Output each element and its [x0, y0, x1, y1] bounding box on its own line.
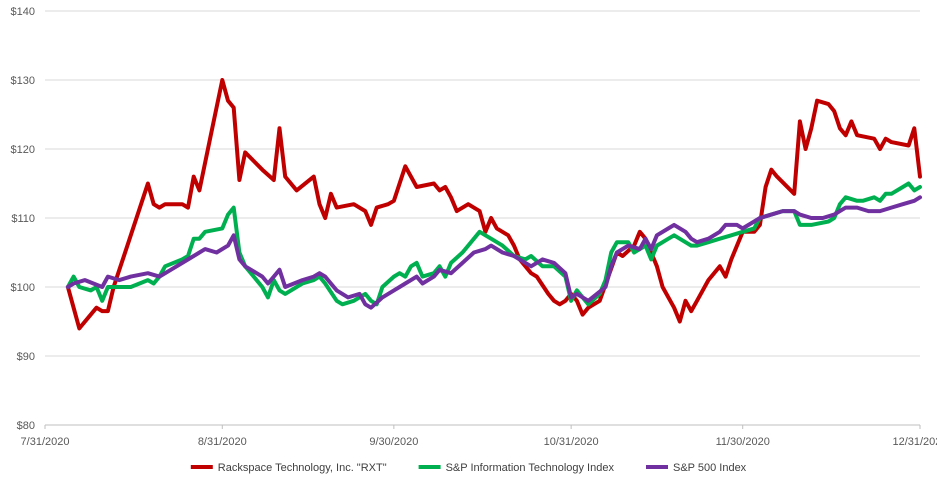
x-tick-label: 10/31/2020 [544, 436, 599, 448]
legend: Rackspace Technology, Inc. "RXT" S&P Info… [190, 462, 747, 474]
y-tick-label: $130 [11, 75, 35, 87]
series-line-1 [65, 181, 922, 307]
y-axis-tick-labels: $80 $90 $100 $110 $120 $130 $140 [11, 6, 35, 432]
x-tick-label: 9/30/2020 [369, 436, 418, 448]
legend-item-1: S&P Information Technology Index [418, 462, 615, 474]
x-tick-label: 7/31/2020 [21, 436, 70, 448]
legend-item-0: Rackspace Technology, Inc. "RXT" [190, 462, 387, 474]
x-tick-label: 8/31/2020 [198, 436, 247, 448]
legend-label: S&P Information Technology Index [446, 462, 615, 474]
y-tick-label: $80 [17, 420, 35, 432]
y-tick-label: $120 [11, 144, 35, 156]
legend-item-2: S&P 500 Index [646, 462, 747, 474]
y-tick-label: $100 [11, 282, 35, 294]
x-axis-tick-labels: 7/31/2020 8/31/2020 9/30/2020 10/31/2020 11/… [21, 436, 937, 448]
legend-label: Rackspace Technology, Inc. "RXT" [218, 462, 387, 474]
series-line-2 [65, 195, 922, 310]
y-tick-label: $110 [11, 213, 35, 225]
y-tick-label: $90 [17, 351, 35, 363]
series-line-0 [65, 78, 922, 331]
x-tick-label: 11/30/2020 [716, 436, 770, 448]
series-lines [65, 78, 922, 331]
legend-label: S&P 500 Index [673, 462, 747, 474]
x-tick-label: 12/31/2020 [892, 436, 937, 448]
gridlines [44, 10, 921, 429]
y-tick-label: $140 [11, 6, 35, 18]
